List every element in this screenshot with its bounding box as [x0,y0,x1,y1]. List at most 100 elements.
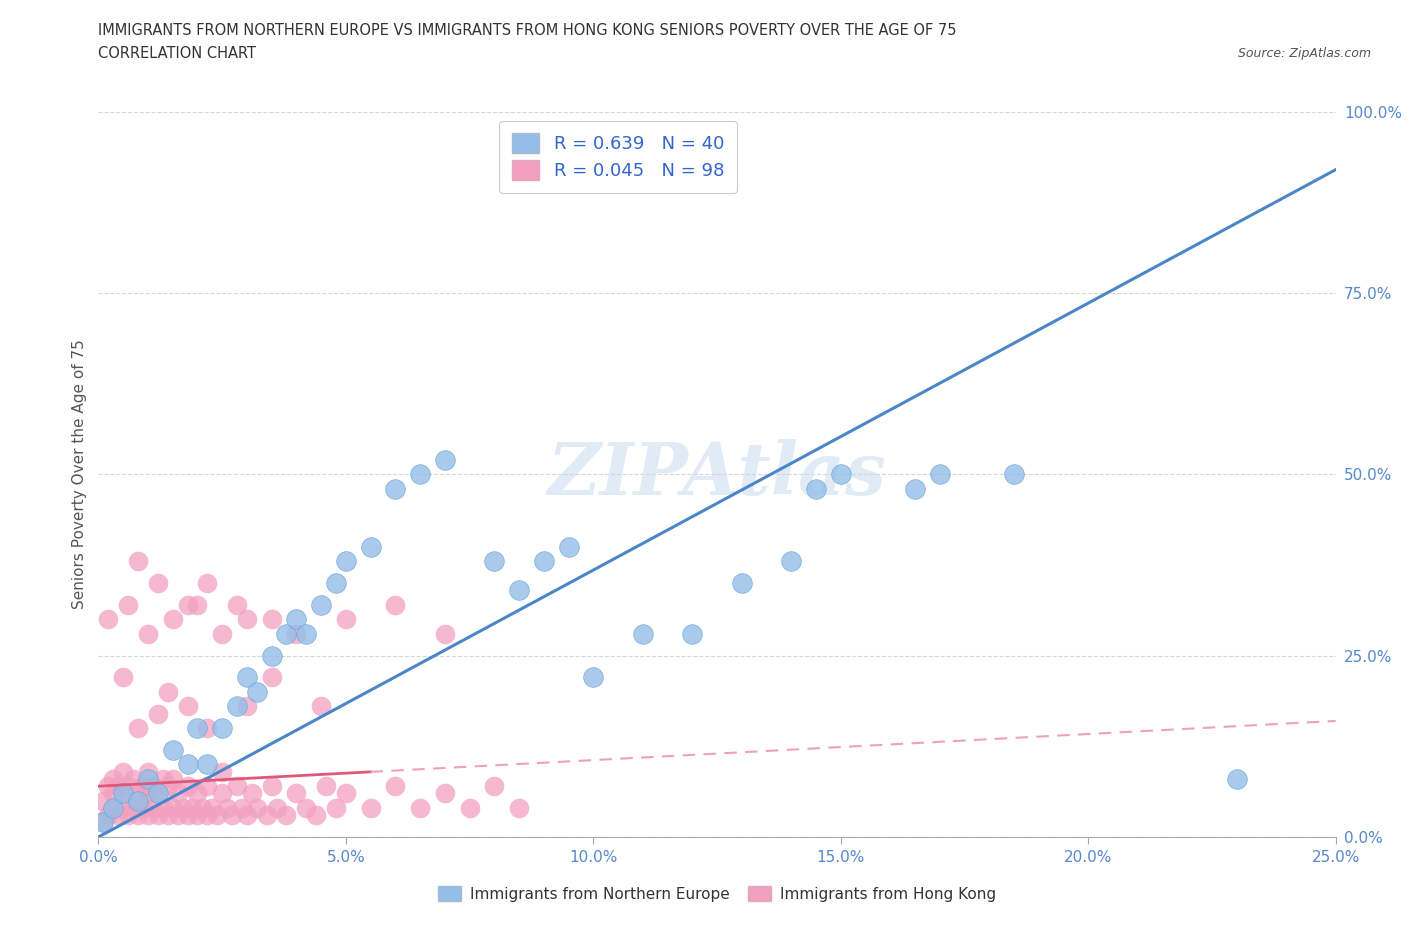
Point [226,597,249,612]
Point [508,583,530,598]
Point [176,699,198,714]
Point [176,778,198,793]
Point [97,778,120,793]
Point [162,612,184,627]
Point [231,801,253,816]
Point [152,772,174,787]
Point [458,801,481,816]
Point [162,772,184,787]
Point [335,554,357,569]
Point [146,786,169,801]
Point [360,801,382,816]
Point [236,612,259,627]
Point [127,808,149,823]
Point [97,808,120,823]
Point [325,576,347,591]
Point [112,670,135,684]
Point [557,539,579,554]
Point [195,757,218,772]
Point [582,670,605,684]
Point [136,764,159,779]
Text: IMMIGRANTS FROM NORTHERN EUROPE VS IMMIGRANTS FROM HONG KONG SENIORS POVERTY OVE: IMMIGRANTS FROM NORTHERN EUROPE VS IMMIG… [98,23,957,38]
Point [146,786,169,801]
Point [146,706,169,721]
Point [731,576,754,591]
Point [276,627,298,642]
Point [295,627,318,642]
Point [97,612,120,627]
Point [201,801,224,816]
Point [830,467,852,482]
Point [240,786,263,801]
Point [211,786,233,801]
Point [508,801,530,816]
Point [226,778,249,793]
Point [211,764,233,779]
Point [186,808,208,823]
Point [360,539,382,554]
Point [305,808,328,823]
Point [266,801,288,816]
Y-axis label: Seniors Poverty Over the Age of 75: Seniors Poverty Over the Age of 75 [72,339,87,609]
Point [136,786,159,801]
Point [295,801,318,816]
Point [176,757,198,772]
Point [93,815,115,830]
Point [166,808,188,823]
Point [195,721,218,736]
Point [384,597,406,612]
Point [246,684,269,699]
Point [631,627,654,642]
Point [221,808,243,823]
Point [309,597,332,612]
Point [166,786,188,801]
Text: CORRELATION CHART: CORRELATION CHART [98,46,256,61]
Point [127,786,149,801]
Point [136,772,159,787]
Point [315,778,337,793]
Point [132,778,155,793]
Point [146,808,169,823]
Point [211,627,233,642]
Point [191,801,214,816]
Point [195,808,218,823]
Point [142,778,165,793]
Point [172,801,194,816]
Point [236,808,259,823]
Point [127,793,149,808]
Point [176,597,198,612]
Point [285,786,308,801]
Point [325,801,347,816]
Point [260,670,283,684]
Point [260,612,283,627]
Point [103,786,125,801]
Point [260,778,283,793]
Point [285,627,308,642]
Point [433,452,456,467]
Point [186,721,208,736]
Text: ZIPAtlas: ZIPAtlas [548,439,886,510]
Point [127,554,149,569]
Point [136,627,159,642]
Point [1226,772,1249,787]
Point [409,801,432,816]
Point [117,808,139,823]
Point [112,786,135,801]
Point [195,778,218,793]
Point [484,554,506,569]
Point [484,778,506,793]
Point [409,467,432,482]
Point [904,482,927,497]
Point [309,699,332,714]
Point [122,801,145,816]
Point [107,808,129,823]
Point [804,482,827,497]
Point [107,778,129,793]
Point [103,801,125,816]
Point [226,699,249,714]
Point [246,801,269,816]
Point [181,801,204,816]
Point [384,778,406,793]
Point [217,801,239,816]
Point [186,786,208,801]
